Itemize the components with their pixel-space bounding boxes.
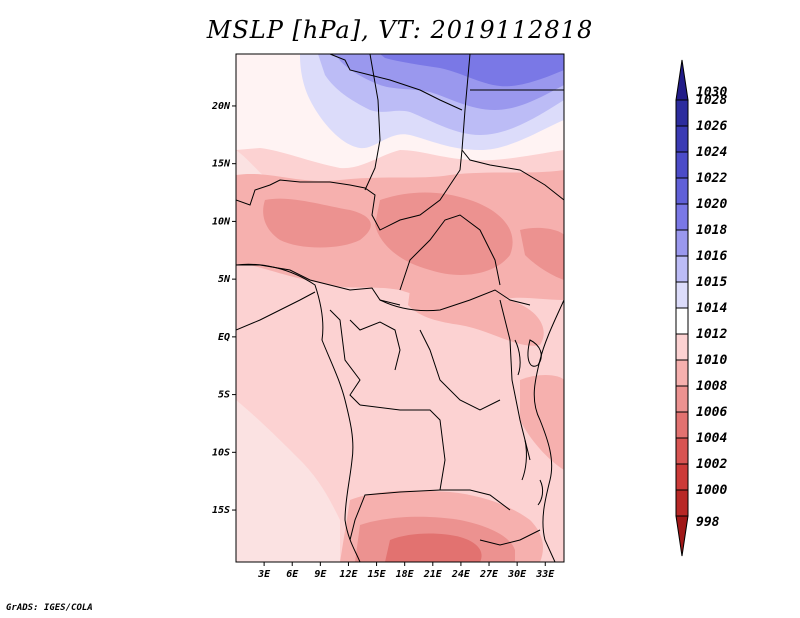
lon-tick-label: 3E [257, 569, 271, 580]
colorbar-label: 1012 [696, 327, 727, 342]
lat-tick-label: 10S [212, 447, 230, 458]
colorbar-swatch [675, 203, 689, 231]
colorbar-swatch [675, 359, 689, 387]
lat-tick-label: 5N [218, 274, 231, 285]
colorbar-swatch [675, 281, 689, 309]
southwest-1014 [236, 400, 340, 562]
colorbar-swatch [675, 463, 689, 491]
lon-tick-label: 15E [368, 569, 387, 580]
colorbar-swatch [675, 177, 689, 205]
lat-tick-label: 15S [212, 505, 230, 516]
south-1006 [385, 533, 482, 562]
colorbar-swatch [675, 125, 689, 153]
colorbar-label: 1002 [696, 457, 727, 472]
lon-tick-label: 24E [451, 569, 471, 580]
longitude-axis: 3E 6E 9E 12E 15E 18E 21E 24E 27E 30E 33E [257, 562, 555, 580]
high-pressure-1020 [380, 54, 564, 87]
colorbar-label: 1030 [696, 85, 727, 100]
latitude-axis: 20N 15N 10N 5N EQ 5S 10S 15S [211, 101, 236, 516]
colorbar-label: 1006 [696, 405, 727, 420]
colorbar-label: 1018 [696, 223, 727, 238]
coastline [236, 263, 564, 562]
colorbar-label: 1015 [696, 275, 727, 290]
colorbar-swatch [675, 307, 689, 335]
colorbar-swatch [675, 151, 689, 179]
congo-1010 [408, 288, 544, 346]
lat-tick-label: EQ [218, 332, 230, 343]
lon-tick-label: 27E [479, 569, 499, 580]
lon-tick-label: 33E [535, 569, 555, 580]
colorbar-swatch [675, 489, 689, 517]
lakes [514, 339, 544, 506]
country-borders [236, 54, 564, 546]
colorbar-swatch [675, 333, 689, 361]
lon-tick-label: 21E [423, 569, 443, 580]
map-frame [235, 53, 565, 563]
lon-tick-label: 12E [339, 569, 358, 580]
colorbar-label: 1010 [696, 353, 727, 368]
colorbar-swatch [675, 385, 689, 413]
colorbar-swatch [675, 255, 689, 283]
colorbar-swatch [675, 229, 689, 257]
lat-tick-label: 15N [212, 159, 231, 170]
colorbar-label: 1000 [696, 483, 727, 498]
colorbar-label: 1014 [696, 301, 727, 316]
colorbar-label: 1016 [696, 249, 727, 264]
lon-tick-label: 18E [396, 569, 415, 580]
colorbar-swatch [675, 437, 689, 465]
colorbar-swatch [675, 515, 689, 557]
lon-tick-label: 30E [507, 569, 527, 580]
colorbar-label: 1022 [696, 171, 727, 186]
colorbar-swatch [675, 99, 689, 127]
lat-tick-label: 20N [211, 101, 231, 112]
east-coast-1010 [520, 375, 564, 470]
colorbar-label: 1008 [696, 379, 727, 394]
lat-tick-label: 10N [212, 216, 231, 227]
map-title: MSLP [hPa], VT: 2019112818 [206, 16, 594, 44]
colorbar-label: 1026 [696, 119, 727, 134]
colorbar-swatch [675, 411, 689, 439]
sahel-1008-west [263, 198, 371, 248]
grads-credit: GrADS: IGES/COLA [6, 603, 93, 613]
lon-tick-label: 9E [314, 569, 327, 580]
sahel-1008-central [375, 192, 513, 275]
colorbar-label: 1024 [696, 145, 727, 160]
east-1008 [520, 227, 564, 280]
colorbar-label: 998 [696, 515, 720, 530]
pressure-field [236, 54, 564, 562]
lon-tick-label: 6E [286, 569, 299, 580]
lat-tick-label: 5S [218, 390, 230, 401]
colorbar-label: 1020 [696, 197, 727, 212]
colorbar-swatch [675, 59, 689, 101]
colorbar-label: 1028 [696, 93, 727, 108]
colorbar-label: 1004 [696, 431, 727, 446]
